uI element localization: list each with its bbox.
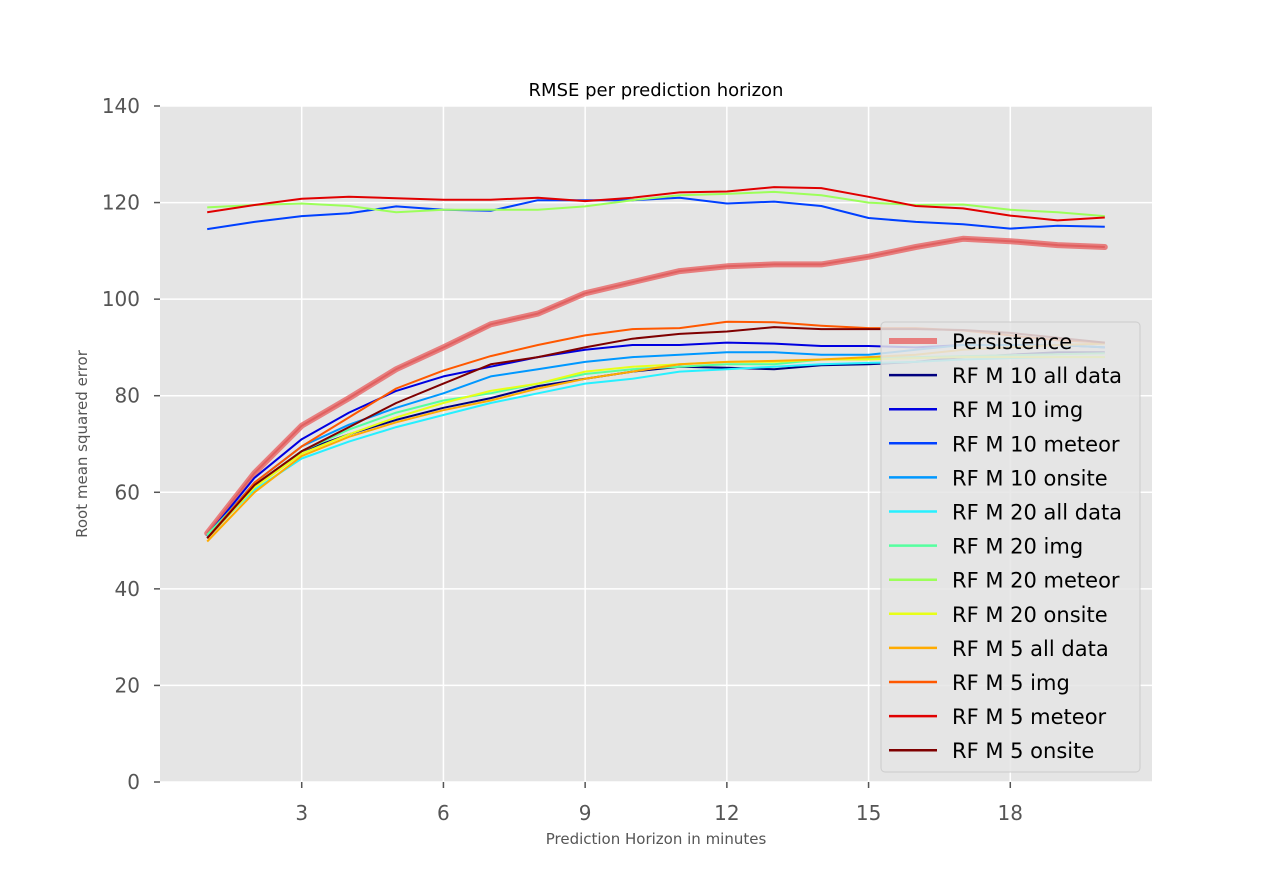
x-tick-label: 12 xyxy=(714,801,739,825)
y-axis-label: Root mean squared error xyxy=(73,349,91,538)
series-line-core-persistence xyxy=(206,237,1105,534)
y-tick-label: 40 xyxy=(115,577,140,601)
y-tick-label: 140 xyxy=(102,94,140,118)
legend-label-rf-m-5-onsite: RF M 5 onsite xyxy=(952,739,1094,763)
series-line-persistence xyxy=(204,235,1108,537)
x-tick-label: 3 xyxy=(295,801,308,825)
legend-label-rf-m-5-all-data: RF M 5 all data xyxy=(952,637,1109,661)
legend-label-rf-m-5-meteor: RF M 5 meteor xyxy=(952,705,1107,729)
x-tick-label: 18 xyxy=(998,801,1023,825)
legend-label-rf-m-5-img: RF M 5 img xyxy=(952,671,1070,695)
legend-label-rf-m-20-onsite: RF M 20 onsite xyxy=(952,603,1108,627)
y-axis-ticks: 0 20 40 60 80 100 120 140 xyxy=(102,94,160,794)
x-tick-label: 9 xyxy=(579,801,592,825)
y-tick-label: 60 xyxy=(115,480,140,504)
y-tick-label: 80 xyxy=(115,384,140,408)
series-line-rf-m-20-meteor xyxy=(207,190,1105,218)
y-tick-label: 120 xyxy=(102,191,140,215)
legend-label-rf-m-10-meteor: RF M 10 meteor xyxy=(952,432,1120,456)
legend-label-rf-m-20-img: RF M 20 img xyxy=(952,535,1083,559)
legend-label-rf-m-20-all-data: RF M 20 all data xyxy=(952,501,1122,525)
legend-label-persistence: Persistence xyxy=(952,330,1072,354)
x-tick-label: 15 xyxy=(856,801,881,825)
legend-label-rf-m-10-img: RF M 10 img xyxy=(952,398,1083,422)
x-axis-ticks: 3 6 9 12 15 18 xyxy=(295,782,1023,825)
y-tick-label: 100 xyxy=(102,287,140,311)
x-axis-label: Prediction Horizon in minutes xyxy=(546,830,767,848)
x-tick-label: 6 xyxy=(437,801,450,825)
legend-box xyxy=(880,321,1141,773)
legend-label-rf-m-10-onsite: RF M 10 onsite xyxy=(952,466,1108,490)
legend-label-rf-m-20-meteor: RF M 20 meteor xyxy=(952,569,1120,593)
y-tick-label: 20 xyxy=(115,673,140,697)
y-tick-label: 0 xyxy=(127,770,140,794)
legend-label-rf-m-10-all-data: RF M 10 all data xyxy=(952,364,1122,388)
series-line-rf-m-5-meteor xyxy=(207,186,1105,222)
legend: Persistence RF M 10 all data RF M 10 img RF… xyxy=(880,321,1141,773)
series-line-rf-m-10-meteor xyxy=(207,196,1105,231)
chart-title: RMSE per prediction horizon xyxy=(529,80,784,101)
